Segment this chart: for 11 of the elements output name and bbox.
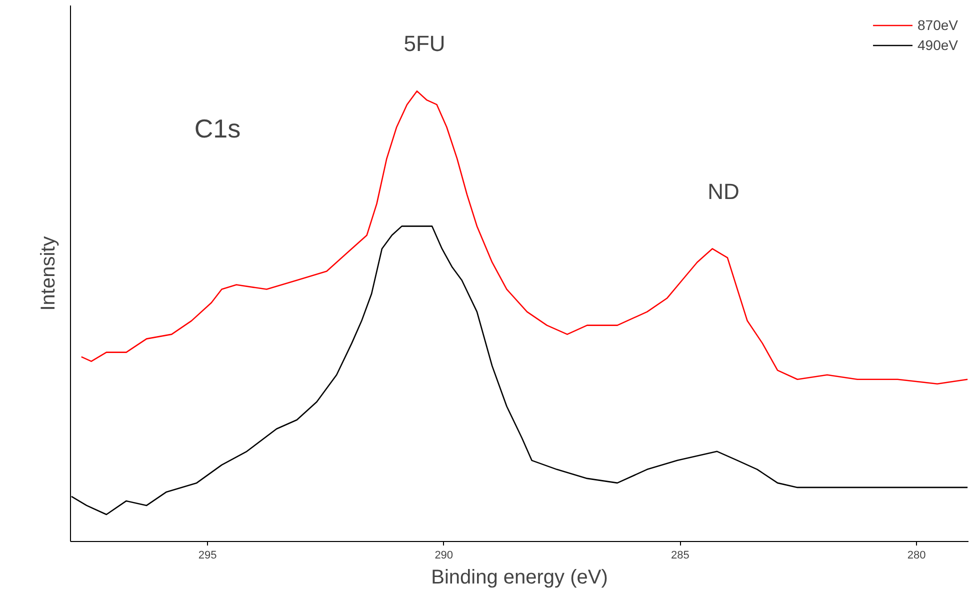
x-tick-label: 290: [434, 550, 454, 562]
text: 5FU: [404, 31, 446, 56]
annotation: C1s: [194, 114, 241, 144]
x-tick-label: 295: [198, 550, 217, 562]
annotation: ND: [708, 179, 740, 204]
x-tick-label: 285: [671, 550, 690, 562]
y-axis-title: Intensity: [38, 236, 60, 311]
legend-label: 870eV: [918, 17, 958, 33]
legend-label: 490eV: [918, 37, 958, 53]
x-axis-title: Binding energy (eV): [431, 566, 608, 588]
x-tick-label: 280: [907, 550, 926, 562]
